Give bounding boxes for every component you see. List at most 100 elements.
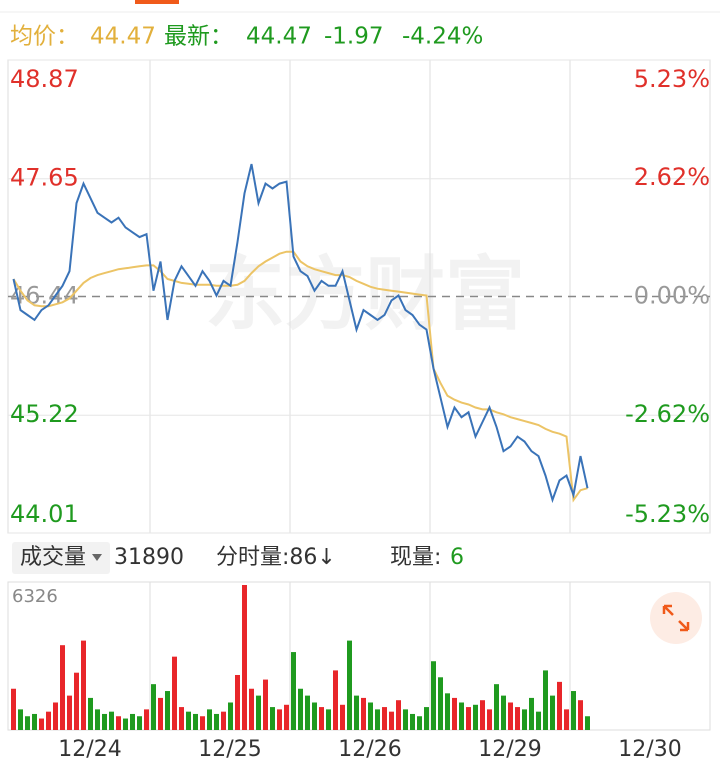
volume-tick-label: 6326 [12,586,58,607]
volume-bar [438,677,443,730]
last-value: 44.47 [246,24,312,50]
volume-bar [501,695,506,730]
volume-bar [557,681,562,730]
x-tick-label: 12/26 [338,737,401,758]
volume-bar [207,709,212,730]
volume-total: 31890 [114,545,184,570]
volume-bar [368,702,373,730]
volume-bar [536,711,541,730]
avg-value: 44.47 [90,24,156,50]
volume-bar [193,713,198,730]
volume-bar [543,670,548,730]
y2-tick-label: -5.23% [625,500,710,528]
volume-bar [109,711,114,730]
volume-bar [116,716,121,730]
volume-bar [487,709,492,730]
current-value: 6 [450,545,464,570]
volume-bar [95,709,100,730]
volume-bar [466,707,471,730]
volume-bar [298,688,303,730]
volume-bar [256,695,261,730]
x-tick-label: 12/30 [618,737,681,758]
volume-bar [46,711,51,730]
volume-bar [333,670,338,730]
volume-bar [459,702,464,730]
volume-bar [18,709,23,730]
volume-bar [382,707,387,730]
volume-bar [375,709,380,730]
y2-tick-label: 2.62% [634,163,710,191]
volume-bar [25,716,30,730]
volume-bar [445,693,450,730]
volume-bar [424,707,429,730]
y-tick-label: 46.44 [10,282,79,310]
volume-bar [172,656,177,730]
avg-line [12,250,588,503]
volume-bar [361,697,366,730]
volume-bar [214,713,219,730]
x-tick-label: 12/29 [478,737,541,758]
volume-bar [270,707,275,730]
volume-bar [200,716,205,730]
volume-bar [522,709,527,730]
volume-bar [410,713,415,730]
x-tick-label: 12/25 [198,737,261,758]
volume-bar [473,704,478,730]
volume-bar [564,709,569,730]
volume-bar [221,711,226,730]
y2-tick-label: 0.00% [634,282,710,310]
volume-bar [102,713,107,730]
volume-bar [571,691,576,730]
y2-tick-label: -2.62% [625,400,710,428]
volume-bar [137,716,142,730]
volume-bar [81,640,86,730]
y-tick-label: 44.01 [10,500,79,528]
volume-bar [529,697,534,730]
volume-bar [431,661,436,730]
volume-bar [291,652,296,730]
y-tick-label: 45.22 [10,400,79,428]
y-tick-label: 48.87 [10,65,79,93]
volume-bar [508,702,513,730]
volume-bar [242,585,247,730]
volume-bar [151,684,156,730]
last-label: 最新： [164,24,233,50]
expand-button[interactable] [650,592,702,644]
volume-bar [67,695,72,730]
y2-tick-label: 5.23% [634,65,710,93]
volume-bar [60,645,65,730]
current-label: 现量: [390,545,441,570]
volume-bar [305,695,310,730]
volume-bar [165,691,170,730]
volume-bar [578,700,583,730]
volume-bar [144,709,149,730]
volume-bar [396,700,401,730]
price-line [12,163,589,504]
tab-indicator [135,0,179,4]
volume-bar [74,672,79,730]
y-tick-label: 47.65 [10,164,79,192]
volume-bar [263,679,268,730]
volume-bar [249,688,254,730]
volume-bar [319,707,324,730]
change: -1.97 [324,24,384,50]
change-pct: -4.24% [402,24,483,50]
expand-bg[interactable] [650,592,702,644]
x-tick-label: 12/24 [58,737,121,758]
volume-bar [354,695,359,730]
volume-bar [403,709,408,730]
dropdown-arrow [92,554,102,561]
volume-bar [480,700,485,730]
expand-icon[interactable] [662,604,690,632]
volume-bar [389,711,394,730]
volume-label[interactable]: 成交量 [20,545,86,570]
volume-dropdown[interactable] [12,542,110,574]
avg-label: 均价： [10,24,79,50]
volume-bar [452,697,457,730]
volume-bar [130,713,135,730]
watermark: 东方财富 [205,248,525,341]
volume-bar [326,709,331,730]
volume-bar [585,716,590,730]
volume-bar [39,718,44,730]
